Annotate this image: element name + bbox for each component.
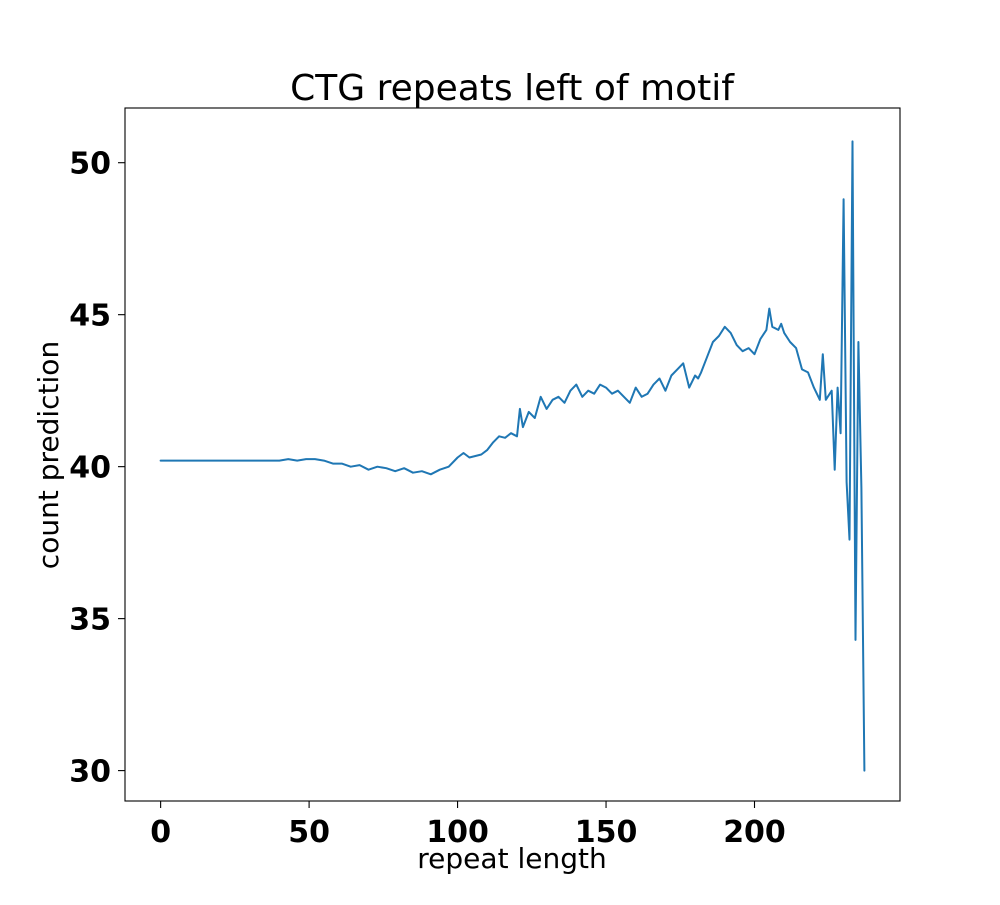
y-tick-label: 50 — [69, 147, 111, 182]
x-tick-label: 0 — [150, 815, 171, 850]
plot-frame — [124, 107, 901, 802]
y-tick-label: 35 — [69, 603, 111, 638]
x-axis-label: repeat length — [417, 842, 606, 875]
series-line-0 — [159, 140, 866, 772]
y-tick-label: 45 — [69, 299, 111, 334]
y-axis-label: count prediction — [32, 341, 65, 569]
x-tick-label: 200 — [723, 815, 786, 850]
x-tick-label: 150 — [575, 815, 638, 850]
x-axis-ticks: 0 50 100 150 200 — [150, 801, 786, 850]
y-tick-label: 30 — [69, 755, 111, 790]
x-tick-label: 50 — [288, 815, 330, 850]
y-axis-ticks: 30 35 40 45 50 — [69, 147, 125, 790]
chart-title: CTG repeats left of motif — [290, 68, 735, 109]
y-tick-label: 40 — [69, 451, 111, 486]
x-tick-label: 100 — [426, 815, 489, 850]
series-layer — [159, 140, 866, 772]
